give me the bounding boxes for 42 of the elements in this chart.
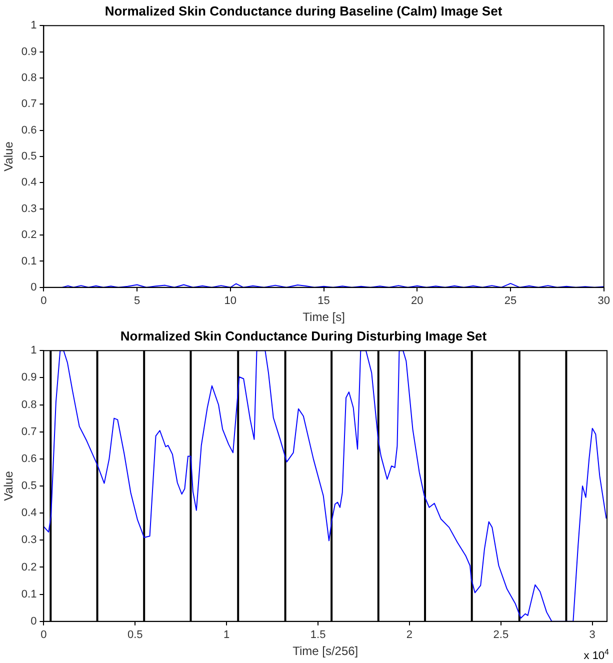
x-axis-title: Time [s] xyxy=(302,310,345,324)
y-tick-label: 0.6 xyxy=(21,452,37,465)
x-tick-label: 3 xyxy=(589,629,596,642)
x-axis-title: Time [s/256] xyxy=(292,644,358,658)
x-tick-label: 0 xyxy=(40,629,47,642)
x-tick-label: 15 xyxy=(318,295,330,308)
y-tick-label: 0 xyxy=(30,281,37,294)
x-tick-label: 2.5 xyxy=(493,629,509,642)
y-tick-label: 0.3 xyxy=(21,202,37,215)
y-tick-label: 0.6 xyxy=(21,124,37,136)
y-axis-title: Value xyxy=(2,470,16,501)
chart-title: Normalized Skin Conductance during Baseline (Calm) Image Set xyxy=(104,3,503,18)
x-tick-label: 10 xyxy=(224,295,237,308)
y-tick-label: 1 xyxy=(30,344,37,357)
y-tick-label: 0.2 xyxy=(21,561,37,574)
x-tick-label: 0 xyxy=(40,295,47,308)
x-tick-label: 25 xyxy=(504,295,517,308)
y-tick-label: 0.1 xyxy=(21,255,37,268)
y-tick-label: 0.8 xyxy=(21,72,37,84)
y-tick-label: 0.5 xyxy=(21,480,37,492)
y-tick-label: 0.7 xyxy=(21,98,37,110)
y-tick-label: 0.1 xyxy=(21,588,37,600)
y-tick-label: 0 xyxy=(30,615,37,628)
x-tick-label: 20 xyxy=(411,295,424,308)
y-tick-label: 0.7 xyxy=(21,426,37,438)
x-tick-label: 0.5 xyxy=(127,629,143,642)
x-tick-label: 2 xyxy=(406,629,413,642)
y-tick-label: 0.4 xyxy=(21,507,37,520)
y-tick-label: 0.8 xyxy=(21,398,37,411)
y-tick-label: 0.9 xyxy=(21,372,37,384)
x-tick-label: 30 xyxy=(598,295,610,308)
y-tick-label: 0.9 xyxy=(21,46,37,58)
y-tick-label: 1 xyxy=(30,20,37,32)
y-tick-label: 0.5 xyxy=(21,150,37,163)
y-tick-label: 0.2 xyxy=(21,229,37,242)
x-tick-label: 1.5 xyxy=(310,629,326,642)
y-tick-label: 0.4 xyxy=(21,176,37,189)
chart-title: Normalized Skin Conductance During Disturbing Image Set xyxy=(120,328,488,344)
y-axis-title: Value xyxy=(2,141,16,172)
x-tick-label: 5 xyxy=(134,295,140,308)
y-tick-label: 0.3 xyxy=(21,534,37,546)
x-tick-label: 1 xyxy=(224,629,230,642)
